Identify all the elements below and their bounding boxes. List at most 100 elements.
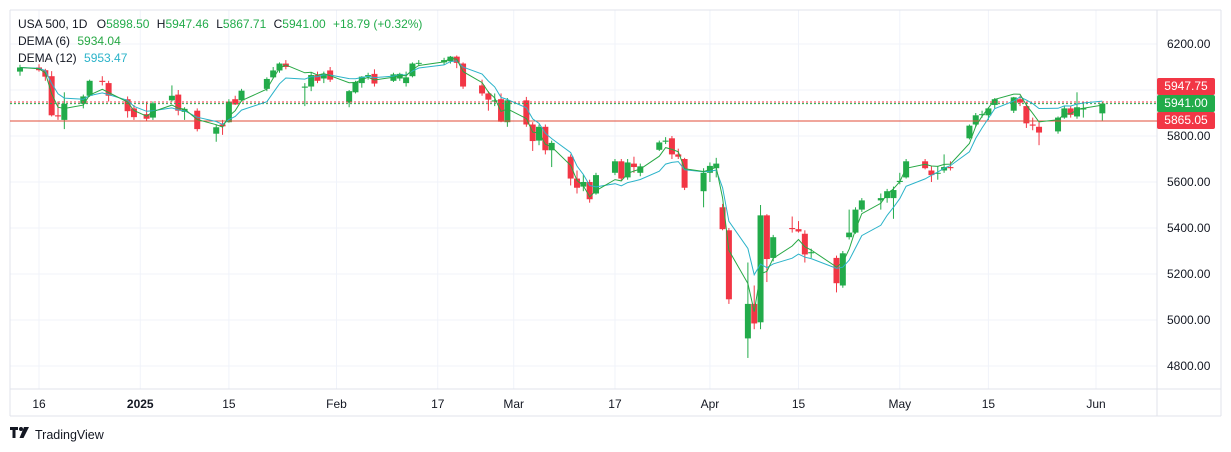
candle-body xyxy=(301,86,308,88)
candle-body xyxy=(719,207,726,230)
y-tick-label: 5000.00 xyxy=(1167,313,1211,327)
candle-body xyxy=(1061,108,1068,118)
candle xyxy=(441,57,448,65)
x-tick-label: Mar xyxy=(503,397,524,411)
change-value: +18.79 (+0.32%) xyxy=(333,17,423,31)
candle-body xyxy=(17,67,24,72)
candle-body xyxy=(890,190,897,199)
candle xyxy=(485,91,492,111)
candle-body xyxy=(529,124,536,142)
open-value: 5898.50 xyxy=(106,17,150,31)
candle xyxy=(757,205,764,330)
candle xyxy=(225,99,232,123)
candle xyxy=(453,55,460,69)
candle-body xyxy=(801,233,808,255)
candle-body xyxy=(656,142,663,150)
candle-body xyxy=(757,215,764,323)
tradingview-brand[interactable]: TradingView xyxy=(10,427,104,442)
x-tick-label: Feb xyxy=(326,397,347,411)
x-tick-label: 17 xyxy=(608,397,622,411)
candles-layer xyxy=(17,55,1106,358)
y-tick-label: 6200.00 xyxy=(1167,37,1211,51)
candle-body xyxy=(985,108,992,116)
candle-body xyxy=(1080,107,1087,110)
candle xyxy=(270,67,277,79)
candle-body xyxy=(48,76,55,116)
candle xyxy=(130,104,137,120)
candle xyxy=(1036,122,1043,146)
candle xyxy=(1067,106,1074,118)
candle xyxy=(662,137,669,145)
candle xyxy=(213,124,220,142)
low-value: 5867.71 xyxy=(222,17,267,31)
candle-body xyxy=(611,161,618,173)
brand-name: TradingView xyxy=(35,427,104,442)
candle-body xyxy=(491,100,498,102)
candle-body xyxy=(681,159,688,188)
candle-body xyxy=(485,93,492,100)
candle-body xyxy=(725,230,732,300)
candle xyxy=(276,62,283,73)
candle xyxy=(668,136,675,159)
candle-body xyxy=(744,303,751,339)
y-tick-label: 5400.00 xyxy=(1167,221,1211,235)
candle xyxy=(706,162,713,182)
x-tick-label: 15 xyxy=(222,397,236,411)
candle-body xyxy=(263,78,270,89)
candle xyxy=(675,148,682,159)
candle-body xyxy=(580,182,587,187)
candle-body xyxy=(365,75,372,77)
candle-body xyxy=(763,215,770,260)
candle xyxy=(415,60,422,66)
candle-body xyxy=(504,100,511,123)
candle xyxy=(86,79,93,97)
candle-body xyxy=(713,163,720,169)
candle xyxy=(105,80,112,102)
candle xyxy=(890,186,897,219)
candle xyxy=(1023,101,1030,128)
candle-body xyxy=(858,200,865,210)
dema6-line xyxy=(19,57,1103,312)
candle xyxy=(795,221,802,233)
candle xyxy=(99,76,106,86)
low-label: L xyxy=(216,17,223,31)
candle xyxy=(1099,102,1106,121)
close-price-label: 5941.00 xyxy=(1157,95,1215,112)
x-tick-label: 17 xyxy=(431,397,445,411)
candle xyxy=(611,159,618,176)
x-tick-label: May xyxy=(888,397,911,411)
ohlc-row: USA 500, 1D O5898.50 H5947.46 L5867.71 C… xyxy=(18,16,422,33)
dema12-row[interactable]: DEMA (12) 5953.47 xyxy=(18,50,422,67)
candle xyxy=(308,72,315,92)
candle-body xyxy=(789,228,796,230)
chart-legend: USA 500, 1D O5898.50 H5947.46 L5867.71 C… xyxy=(18,16,422,67)
candle-body xyxy=(371,73,378,84)
dema6-row[interactable]: DEMA (6) 5934.04 xyxy=(18,33,422,50)
candle-body xyxy=(1017,99,1024,103)
candle-body xyxy=(833,257,840,284)
candle xyxy=(175,90,182,116)
candle-body xyxy=(105,83,112,96)
candle xyxy=(80,94,87,109)
candle xyxy=(839,251,846,288)
candle-body xyxy=(592,175,599,194)
candle-body xyxy=(972,115,979,125)
candle-body xyxy=(1067,108,1074,115)
candle-body xyxy=(1074,107,1081,117)
candle xyxy=(833,255,840,293)
candle-body xyxy=(573,178,580,188)
candle-body xyxy=(675,154,682,157)
candle xyxy=(548,140,555,168)
x-tick-label: Apr xyxy=(701,397,720,411)
open-label: O xyxy=(96,17,107,31)
candle xyxy=(447,55,454,64)
candle xyxy=(789,216,796,233)
candle xyxy=(580,175,587,192)
candle xyxy=(656,140,663,151)
candle-body xyxy=(86,80,93,96)
dema6-value: 5934.04 xyxy=(77,34,121,48)
candle xyxy=(972,113,979,127)
candle xyxy=(1061,106,1068,119)
candle-body xyxy=(700,172,707,192)
